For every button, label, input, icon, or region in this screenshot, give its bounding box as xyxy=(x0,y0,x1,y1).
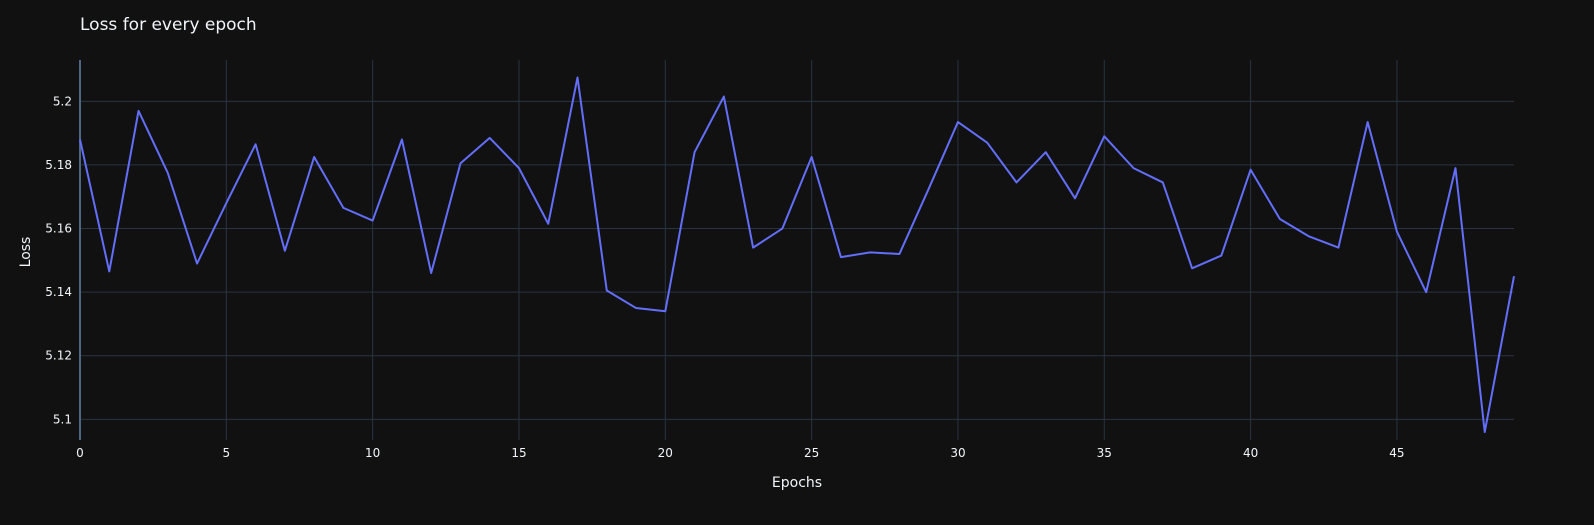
chart-title: Loss for every epoch xyxy=(80,15,257,35)
x-tick-label: 30 xyxy=(950,446,965,460)
y-tick-label: 5.12 xyxy=(45,349,72,363)
series-line xyxy=(79,76,1515,434)
grid xyxy=(80,60,1514,440)
y-tick-label: 5.14 xyxy=(45,285,72,299)
x-tick-label: 10 xyxy=(365,446,380,460)
series-layer xyxy=(79,76,1515,434)
x-tick-label: 15 xyxy=(511,446,526,460)
x-tick-label: 0 xyxy=(76,446,84,460)
x-axis-label: Epochs xyxy=(772,475,822,491)
tick-labels: 5.1 5.12 5.14 5.16 5.18 5.2 0 5 10 15 20 25 30 35 40 45 xyxy=(45,94,1404,460)
y-tick-label: 5.1 xyxy=(53,412,72,426)
y-tick-label: 5.2 xyxy=(53,94,72,108)
x-tick-label: 5 xyxy=(223,446,231,460)
y-tick-label: 5.16 xyxy=(45,222,72,236)
x-tick-label: 45 xyxy=(1389,446,1404,460)
x-tick-label: 40 xyxy=(1243,446,1258,460)
x-tick-label: 25 xyxy=(804,446,819,460)
x-tick-label: 35 xyxy=(1097,446,1112,460)
y-axis-label: Loss xyxy=(18,237,34,268)
y-tick-label: 5.18 xyxy=(45,158,72,172)
x-tick-label: 20 xyxy=(658,446,673,460)
